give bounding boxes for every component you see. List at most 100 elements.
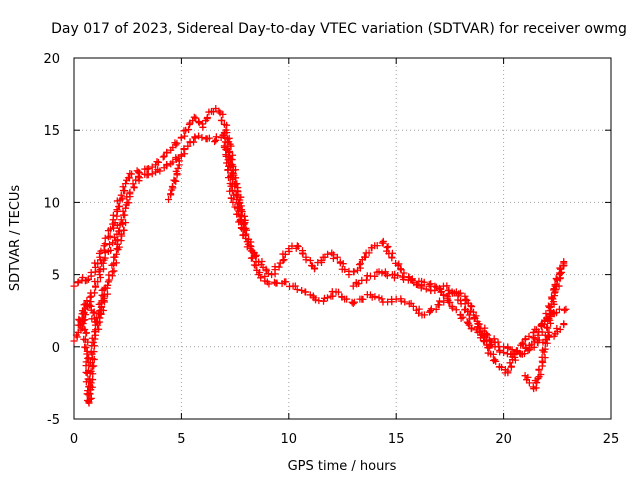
data-point — [489, 350, 497, 358]
data-point — [203, 114, 211, 122]
data-point — [122, 219, 130, 227]
data-point — [88, 363, 96, 371]
data-point — [129, 180, 137, 188]
data-point — [75, 315, 83, 323]
data-point — [81, 316, 89, 324]
data-point — [498, 363, 506, 371]
data-point — [555, 305, 563, 313]
data-point — [70, 282, 78, 290]
data-point — [495, 343, 503, 351]
data-point — [250, 261, 258, 269]
data-point — [436, 297, 444, 305]
data-point — [126, 188, 134, 196]
data-point — [156, 167, 164, 175]
data-point — [504, 367, 512, 375]
data-point — [281, 250, 289, 258]
data-point — [384, 243, 392, 251]
data-point — [212, 133, 220, 141]
data-point — [518, 339, 526, 347]
data-point — [395, 260, 403, 268]
data-point — [544, 324, 552, 332]
data-point — [339, 260, 347, 268]
data-point — [89, 309, 97, 317]
data-point — [87, 367, 95, 375]
data-point — [422, 285, 430, 293]
data-point — [105, 271, 113, 279]
data-point — [222, 146, 230, 154]
data-point — [83, 297, 91, 305]
data-point — [122, 204, 130, 212]
data-point — [396, 265, 404, 273]
data-point — [97, 306, 105, 314]
data-point — [233, 187, 241, 195]
series-track-b — [70, 129, 570, 377]
data-point — [79, 310, 87, 318]
data-point — [190, 113, 198, 121]
data-point — [401, 298, 409, 306]
data-point — [537, 371, 545, 379]
data-point — [87, 394, 95, 402]
data-point — [242, 224, 250, 232]
data-point — [79, 319, 87, 327]
data-point — [487, 340, 495, 348]
data-point — [371, 293, 379, 301]
y-axis-label: SDTVAR / TECUs — [8, 185, 23, 292]
data-point — [195, 119, 203, 127]
data-point — [86, 359, 94, 367]
data-point — [86, 383, 94, 391]
data-point — [535, 336, 543, 344]
data-point — [443, 282, 451, 290]
data-point — [343, 295, 351, 303]
data-point — [551, 281, 559, 289]
data-point — [237, 193, 245, 201]
data-point — [491, 356, 499, 364]
data-point — [324, 250, 332, 258]
data-point — [555, 271, 563, 279]
data-point — [134, 172, 142, 180]
data-point — [302, 256, 310, 264]
data-point — [328, 249, 336, 257]
data-point — [537, 320, 545, 328]
data-point — [427, 280, 435, 288]
data-point — [118, 195, 126, 203]
data-point — [94, 278, 102, 286]
data-point — [84, 391, 92, 399]
data-point — [410, 279, 418, 287]
data-point — [177, 133, 185, 141]
data-point — [87, 379, 95, 387]
data-point — [560, 320, 568, 328]
data-point — [91, 282, 99, 290]
data-point — [228, 169, 236, 177]
x-tick-label: 5 — [177, 432, 185, 447]
data-point — [490, 335, 498, 343]
data-point — [265, 280, 273, 288]
data-point — [560, 306, 568, 314]
data-point — [122, 180, 130, 188]
data-point — [381, 268, 389, 276]
data-point — [101, 234, 109, 242]
data-point — [136, 174, 144, 182]
data-point — [175, 157, 183, 165]
data-point — [168, 183, 176, 191]
data-point — [341, 266, 349, 274]
data-point — [104, 290, 112, 298]
data-point — [309, 292, 317, 300]
data-point — [280, 256, 288, 264]
data-point — [333, 253, 341, 261]
data-point — [545, 328, 553, 336]
data-point — [400, 273, 408, 281]
data-point — [486, 342, 494, 350]
data-point — [349, 282, 357, 290]
data-point — [211, 138, 219, 146]
data-point — [120, 226, 128, 234]
data-point — [144, 165, 152, 173]
data-point — [221, 138, 229, 146]
data-point — [556, 326, 564, 334]
data-point — [109, 211, 117, 219]
data-point — [104, 278, 112, 286]
data-point — [91, 263, 99, 271]
data-point — [378, 269, 386, 277]
grid-lines — [74, 58, 611, 419]
data-point — [530, 343, 538, 351]
